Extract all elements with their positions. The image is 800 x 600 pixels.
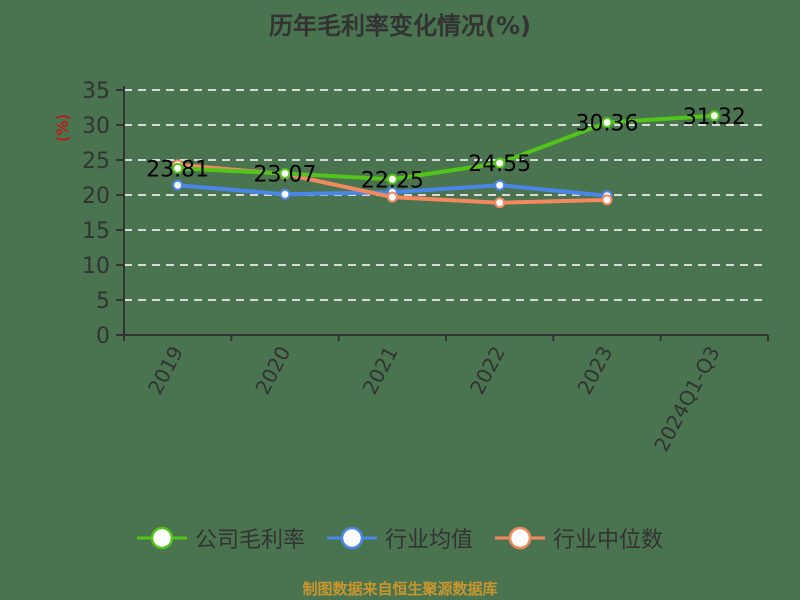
data-point[interactable] (601, 194, 613, 206)
y-tick-label: 20 (82, 184, 110, 209)
legend: 公司毛利率 行业均值 行业中位数 (0, 522, 800, 554)
y-tick-label: 25 (82, 149, 110, 174)
y-tick-label: 30 (82, 114, 110, 139)
data-point[interactable] (494, 197, 506, 209)
data-label: 31.32 (683, 105, 746, 130)
chart-title: 历年毛利率变化情况(%) (269, 12, 531, 40)
data-point[interactable] (386, 191, 398, 203)
data-point[interactable] (494, 179, 506, 191)
data-point[interactable] (601, 116, 613, 128)
source-footer: 制图数据来自恒生聚源数据库 (302, 580, 498, 598)
legend-item[interactable]: 行业均值 (326, 522, 473, 554)
data-label: 24.55 (468, 152, 531, 177)
legend-item[interactable]: 公司毛利率 (136, 522, 305, 554)
data-point[interactable] (386, 173, 398, 185)
x-tick-label: 2022 (465, 342, 510, 398)
data-label: 22.25 (361, 168, 424, 193)
data-point[interactable] (279, 188, 291, 200)
y-tick-label: 15 (82, 219, 110, 244)
x-tick-label: 2021 (358, 342, 403, 398)
legend-marker-icon (136, 526, 187, 550)
x-tick-label: 2023 (572, 342, 617, 398)
legend-label: 公司毛利率 (194, 528, 305, 553)
legend-item[interactable]: 行业中位数 (495, 522, 663, 554)
data-point[interactable] (708, 110, 720, 122)
data-point[interactable] (279, 168, 291, 180)
y-tick-label: 0 (96, 324, 110, 349)
legend-label: 行业均值 (384, 528, 473, 553)
data-label: 23.81 (146, 157, 209, 182)
y-tick-label: 5 (96, 289, 110, 314)
y-axis-label: (%) (53, 114, 72, 142)
x-tick-label: 2019 (143, 342, 188, 398)
series-line (177, 113, 715, 182)
legend-marker-icon (326, 526, 377, 550)
y-tick-label: 35 (82, 79, 110, 104)
data-point[interactable] (172, 162, 184, 174)
data-label: 30.36 (576, 111, 639, 136)
y-tick-label: 10 (82, 254, 110, 279)
legend-marker-icon (495, 526, 545, 550)
data-label: 23.07 (254, 163, 317, 188)
legend-label: 行业中位数 (553, 528, 664, 553)
x-tick-label: 2020 (250, 342, 295, 398)
x-tick-label: 2024Q1-Q3 (649, 342, 725, 455)
data-point[interactable] (494, 157, 506, 169)
data-point[interactable] (172, 179, 184, 191)
